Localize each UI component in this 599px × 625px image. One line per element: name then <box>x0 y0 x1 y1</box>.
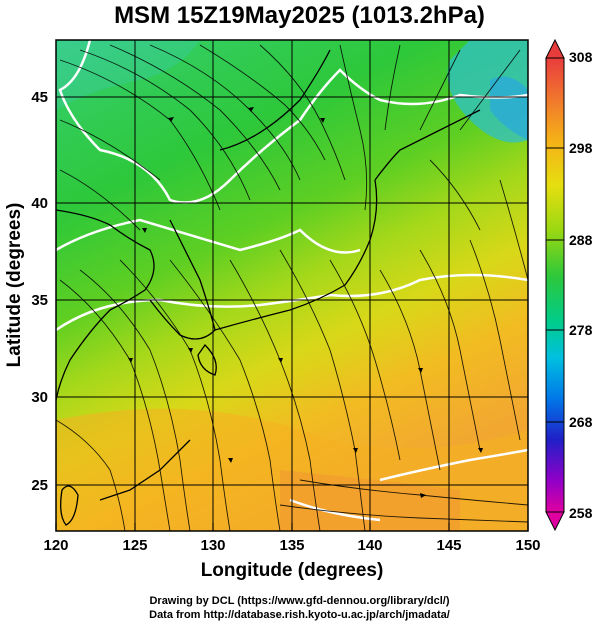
coastlines <box>56 49 481 526</box>
map-plot-area <box>56 40 528 531</box>
streamline-arrows <box>128 107 483 498</box>
colorbar-label: 308 <box>569 49 593 65</box>
x-tick-label: 135 <box>279 537 304 554</box>
x-tick-label: 130 <box>200 537 225 554</box>
coldest-area <box>490 76 528 140</box>
x-tick-label: 140 <box>357 537 382 554</box>
y-axis-tick-labels: 25 30 35 40 45 <box>31 89 48 494</box>
y-tick-label: 30 <box>31 389 48 406</box>
wind-streamlines <box>56 44 528 531</box>
x-axis-ticks <box>55 523 529 531</box>
colorbar-label: 288 <box>569 232 593 248</box>
x-axis-tick-labels: 120 125 130 135 140 145 150 <box>43 537 540 554</box>
y-tick-label: 35 <box>31 292 48 309</box>
chart-title: MSM 15Z19May2025 (1013.2hPa) <box>114 2 485 29</box>
x-tick-label: 145 <box>436 537 461 554</box>
y-tick-label: 40 <box>31 195 48 212</box>
colorbar-top-arrow <box>545 38 565 59</box>
colorbar-scale <box>545 57 565 513</box>
colorbar-bottom-arrow <box>545 511 565 532</box>
x-tick-label: 150 <box>515 537 540 554</box>
colorbar-label: 278 <box>569 322 593 338</box>
credit-drawing: Drawing by DCL (https://www.gfd-dennou.o… <box>149 595 450 607</box>
x-tick-label: 125 <box>122 537 147 554</box>
colorbar-label: 268 <box>569 414 593 430</box>
colorbar-label: 258 <box>569 505 593 521</box>
map-grid <box>56 40 528 531</box>
y-axis-title: Latitude (degrees) <box>4 203 25 368</box>
colorbar: 308 298 288 278 268 258 <box>545 38 593 532</box>
credit-data: Data from http://database.rish.kyoto-u.a… <box>149 609 450 621</box>
colorbar-label: 298 <box>569 140 593 156</box>
x-tick-label: 120 <box>43 537 68 554</box>
cool-area-northwest <box>56 40 200 110</box>
y-tick-label: 45 <box>31 89 48 106</box>
y-tick-label: 25 <box>31 477 48 494</box>
x-axis-title: Longitude (degrees) <box>201 560 384 581</box>
